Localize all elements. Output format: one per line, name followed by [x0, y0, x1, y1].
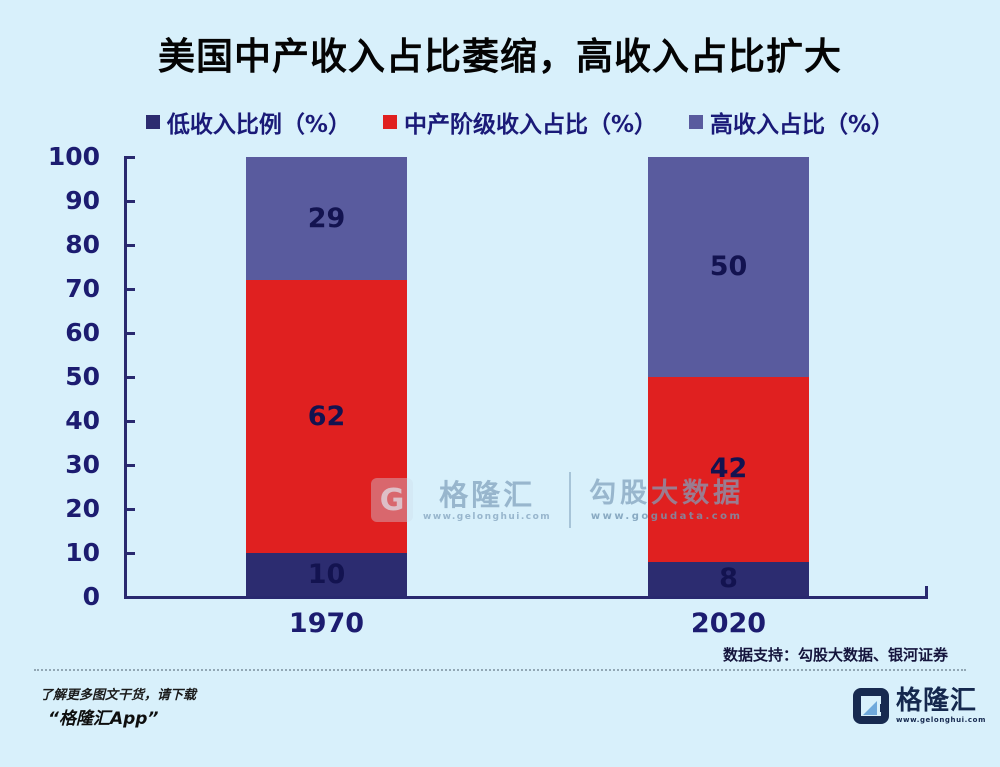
legend-swatch-icon [382, 115, 397, 129]
dotted-separator [34, 669, 966, 671]
x-axis-end-tick [925, 586, 928, 597]
gelonghui-logo-text: 格隆汇 [895, 685, 977, 716]
x-axis-category-label: 1970 [288, 608, 365, 639]
watermark-brand-text: 格隆汇 [439, 477, 536, 512]
bar-segment [648, 157, 809, 377]
bar-segment [648, 562, 809, 597]
gelonghui-logo-text-block: 格隆汇 www.gelonghui.com [895, 685, 986, 724]
gelonghui-g-icon [852, 688, 889, 724]
y-axis-tick [127, 244, 135, 247]
y-axis-tick [127, 156, 135, 159]
y-axis-tick [127, 332, 135, 335]
legend-swatch-icon [145, 115, 160, 129]
y-axis-tick-label: 100 [47, 142, 100, 171]
y-axis-tick [127, 200, 135, 203]
bar-segment [246, 553, 407, 597]
y-axis-tick [127, 508, 135, 511]
bar-value-label: 50 [709, 251, 748, 282]
gelonghui-logo: 格隆汇 www.gelonghui.com [852, 685, 986, 724]
legend-swatch-icon [689, 115, 704, 129]
x-axis-category-label: 2020 [690, 608, 767, 639]
y-axis-tick-label: 0 [82, 582, 100, 611]
promo-app-name: “格隆汇App” [48, 709, 159, 729]
y-axis-tick-label: 10 [65, 538, 100, 567]
gelonghui-logo-url: www.gelonghui.com [895, 715, 986, 724]
bar-segment [246, 280, 407, 553]
watermark-partner-url: www.gogudata.com [590, 510, 743, 522]
y-axis-tick [127, 288, 135, 291]
watermark-brand-block: 格隆汇 www.gelonghui.com [423, 479, 551, 522]
y-axis-tick [127, 376, 135, 379]
bar-segment [246, 157, 407, 280]
bar-value-label: 8 [719, 563, 738, 594]
x-axis-line [124, 596, 928, 599]
bar-value-label: 29 [307, 203, 346, 234]
y-axis-tick-label: 30 [65, 450, 100, 479]
watermark: G 格隆汇 www.gelonghui.com 勾股大数据 www.goguda… [371, 472, 744, 528]
watermark-partner-block: 勾股大数据 www.gogudata.com [589, 477, 745, 522]
legend-label: 低收入比例（%） [166, 112, 351, 138]
chart-title: 美国中产收入占比萎缩，高收入占比扩大 [158, 35, 842, 78]
promo-text: 了解更多图文干货，请下载 [40, 688, 197, 703]
bar-segment [648, 377, 809, 562]
bar-value-label: 62 [307, 401, 346, 432]
y-axis-tick [127, 420, 135, 423]
y-axis-tick-label: 50 [65, 362, 100, 391]
y-axis-tick-label: 60 [65, 318, 100, 347]
y-axis-tick-label: 40 [65, 406, 100, 435]
y-axis-tick-label: 20 [65, 494, 100, 523]
y-axis-tick-label: 80 [65, 230, 100, 259]
bar-value-label: 42 [709, 453, 748, 484]
watermark-divider [569, 472, 572, 528]
y-axis-tick [127, 464, 135, 467]
legend-label: 高收入占比（%） [710, 112, 895, 138]
legend-item: 高收入占比（%） [689, 105, 894, 139]
bar-value-label: 10 [307, 559, 346, 590]
legend-label: 中产阶级收入占比（%） [403, 112, 658, 138]
y-axis-line [124, 156, 127, 599]
data-source-note: 数据支持：勾股大数据、银河证券 [722, 646, 948, 664]
chart-legend: 低收入比例（%） 中产阶级收入占比（%） 高收入占比（%） [40, 105, 1000, 139]
watermark-brand-url: www.gelonghui.com [423, 511, 552, 522]
y-axis-tick [127, 552, 135, 555]
y-axis-tick-label: 90 [65, 186, 100, 215]
y-axis-tick-label: 70 [65, 274, 100, 303]
watermark-partner-text: 勾股大数据 [589, 477, 745, 509]
legend-item: 低收入比例（%） [145, 105, 351, 139]
legend-item: 中产阶级收入占比（%） [382, 105, 658, 139]
gelonghui-g-watermark-icon: G [371, 478, 413, 522]
